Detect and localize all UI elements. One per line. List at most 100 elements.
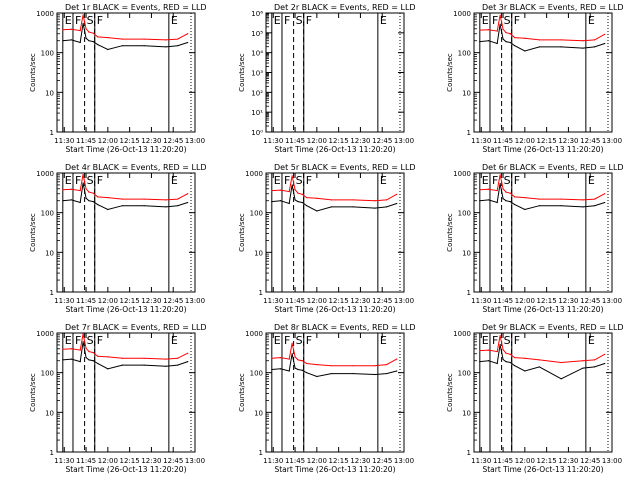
det-8r-point-lld <box>279 356 282 359</box>
det-1r-y-tick-label: 100 <box>41 50 54 58</box>
det-8r-marker-label-2: S <box>296 334 303 347</box>
det-6r-point-events <box>505 200 507 202</box>
det-6r-point-events <box>582 206 584 208</box>
det-3r-point-events <box>509 41 511 44</box>
det-3r-title: Det 3r BLACK = Events, RED = LLD <box>482 3 624 12</box>
det-4r-point-lld <box>88 191 90 193</box>
det-4r-point-events <box>82 182 84 184</box>
det-6r-point-lld <box>582 199 584 201</box>
det-6r-point-events <box>502 198 504 200</box>
det-8r-marker-label-1: F <box>284 334 290 347</box>
det-5r-point-lld <box>301 193 303 195</box>
det-5r-series-lld <box>271 175 397 202</box>
det-6r-point-events <box>514 203 516 206</box>
det-6r-point-lld <box>560 198 562 200</box>
det-7r-point-events <box>62 359 64 361</box>
det-2r-y-tick-label: 10⁴ <box>251 50 263 58</box>
det-1r-y-tick-label: 1000 <box>36 10 54 18</box>
det-4r-x-axis-label: Start Time (26-Oct-13 11:20:20) <box>65 305 186 314</box>
det-6r-y-tick-label: 1 <box>467 289 471 297</box>
det-7r-point-events <box>79 361 81 363</box>
det-9r-x-tick-label: 11:30 <box>471 457 491 465</box>
det-8r-point-lld <box>316 363 318 366</box>
det-5r-marker-label-4: E <box>380 174 387 187</box>
det-7r-point-lld <box>187 352 189 354</box>
det-5r-point-lld <box>352 199 354 201</box>
det-9r-point-events <box>604 362 606 365</box>
det-7r-point-events <box>187 361 189 363</box>
det-5r-x-tick-label: 12:30 <box>350 297 370 305</box>
det-6r-series-events <box>479 183 605 211</box>
det-8r-point-events <box>294 367 296 369</box>
det-9r-point-lld <box>502 349 504 351</box>
det-5r-x-tick-label: 12:15 <box>329 297 349 305</box>
det-9r-point-events <box>502 358 504 361</box>
det-9r-x-axis-label: Start Time (26-Oct-13 11:20:20) <box>482 465 603 474</box>
det-9r-point-lld <box>496 350 498 353</box>
det-3r-marker-label-2: S <box>504 14 511 27</box>
det-8r-point-events <box>297 368 299 371</box>
det-9r-point-events <box>514 365 516 367</box>
det-8r-point-events <box>288 370 290 372</box>
det-2r-y-tick-label: 10⁶ <box>251 10 263 18</box>
det-3r-y-tick-label: 1 <box>467 129 471 137</box>
det-9r-point-lld <box>487 349 490 351</box>
det-1r-x-tick-label: 11:30 <box>54 137 74 145</box>
det-9r-point-lld <box>593 359 596 361</box>
det-8r-y-axis-label: Counts/sec <box>238 373 246 412</box>
det-6r-point-lld <box>538 198 540 200</box>
det-9r-x-tick-label: 13:00 <box>602 457 622 465</box>
det-4r-point-events <box>92 201 94 203</box>
det-7r-marker-label-2: S <box>87 334 94 347</box>
det-7r-x-tick-label: 12:00 <box>98 457 118 465</box>
det-1r-point-lld <box>187 33 189 35</box>
det-7r-x-tick-label: 13:00 <box>185 457 205 465</box>
det-1r-point-lld <box>70 28 73 30</box>
det-1r-marker-label-0: E <box>65 14 72 27</box>
det-6r-point-events <box>593 205 596 207</box>
det-3r-y-tick-label: 10 <box>462 89 471 97</box>
det-7r-point-lld <box>88 350 90 353</box>
det-9r-point-lld <box>538 359 540 361</box>
det-8r-point-lld <box>374 365 376 367</box>
det-8r-marker-label-4: E <box>380 334 387 347</box>
det-4r-point-events <box>62 200 64 202</box>
det-3r-point-lld <box>487 29 490 31</box>
det-3r-marker-label-1: F <box>492 14 498 27</box>
det-6r-point-lld <box>505 191 507 193</box>
det-1r-series-lld <box>62 14 188 41</box>
det-1r-marker-label-4: E <box>171 14 178 27</box>
det-9r-x-tick-label: 11:45 <box>493 457 513 465</box>
det-1r-point-events <box>92 41 94 43</box>
det-3r-marker-label-4: E <box>588 14 595 27</box>
det-5r-point-lld <box>279 189 282 191</box>
det-8r-x-tick-label: 11:30 <box>263 457 283 465</box>
det-8r-y-tick-label: 1000 <box>245 330 263 338</box>
det-7r-point-events <box>70 358 73 360</box>
det-3r-y-tick-label: 100 <box>458 50 471 58</box>
det-8r-y-tick-label: 10 <box>254 409 263 417</box>
det-5r-point-lld <box>330 199 332 201</box>
det-9r-point-events <box>487 360 490 362</box>
det-3r-point-events <box>505 41 507 43</box>
det-7r-x-tick-label: 12:30 <box>141 457 161 465</box>
det-6r-point-lld <box>496 190 498 192</box>
det-3r-point-lld <box>582 40 584 42</box>
det-9r-y-axis-label: Counts/sec <box>446 373 454 412</box>
det-5r-point-lld <box>385 199 388 201</box>
det-8r-x-tick-label: 12:00 <box>307 457 327 465</box>
det-8r-point-lld <box>271 357 273 359</box>
det-7r-point-lld <box>121 357 123 359</box>
det-9r-marker-label-3: F <box>514 334 520 347</box>
det-6r-marker-label-3: F <box>514 174 520 187</box>
det-6r-marker-label-1: F <box>492 174 498 187</box>
det-4r-series-lld <box>62 174 188 201</box>
det-7r-point-lld <box>79 349 81 351</box>
det-4r-point-lld <box>165 199 167 201</box>
det-3r-point-lld <box>499 14 501 16</box>
det-9r-series-events <box>479 344 605 380</box>
det-2r-x-tick-label: 12:15 <box>329 137 349 145</box>
det-7r-point-lld <box>97 355 99 357</box>
det-7r-point-events <box>88 359 90 361</box>
det-9r-point-lld <box>514 356 516 359</box>
